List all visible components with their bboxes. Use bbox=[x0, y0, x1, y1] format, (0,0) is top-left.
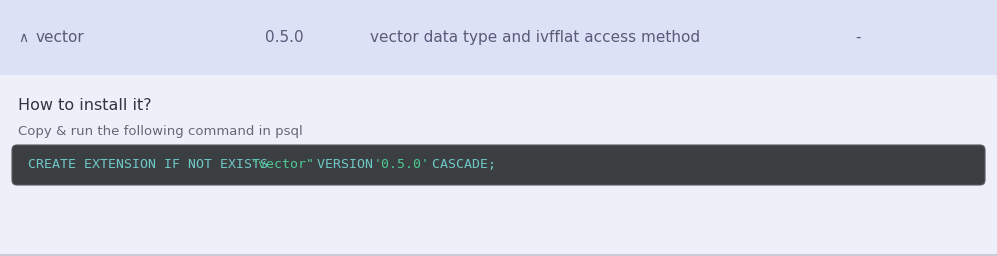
Text: vector: vector bbox=[36, 30, 85, 45]
Text: Copy & run the following command in psql: Copy & run the following command in psql bbox=[18, 125, 303, 138]
Text: How to install it?: How to install it? bbox=[18, 98, 152, 112]
Text: ∧: ∧ bbox=[18, 30, 28, 45]
Bar bbox=[0, 254, 997, 256]
Text: VERSION: VERSION bbox=[309, 158, 381, 172]
Bar bbox=[0, 75, 997, 256]
FancyBboxPatch shape bbox=[12, 145, 985, 185]
Text: 0.5.0: 0.5.0 bbox=[265, 30, 304, 45]
Text: -: - bbox=[855, 30, 860, 45]
Text: CREATE EXTENSION IF NOT EXISTS: CREATE EXTENSION IF NOT EXISTS bbox=[28, 158, 276, 172]
Text: CASCADE;: CASCADE; bbox=[424, 158, 496, 172]
Bar bbox=[0, 0, 997, 75]
Text: "vector": "vector" bbox=[251, 158, 315, 172]
Text: '0.5.0': '0.5.0' bbox=[374, 158, 430, 172]
Text: vector data type and ivfflat access method: vector data type and ivfflat access meth… bbox=[370, 30, 700, 45]
